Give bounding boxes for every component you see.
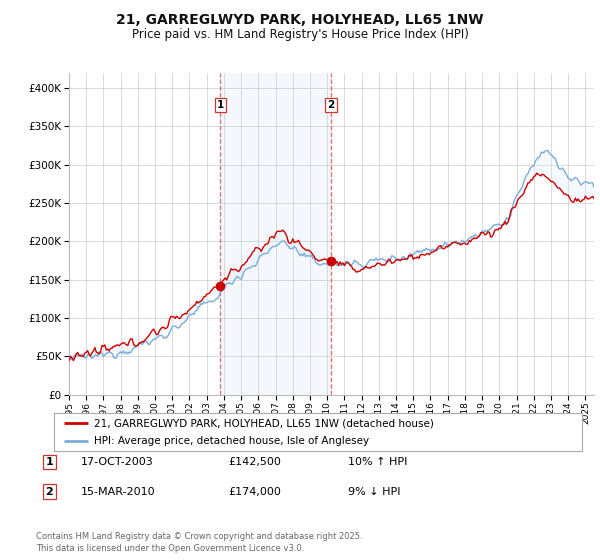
Text: £174,000: £174,000 (228, 487, 281, 497)
Text: 1: 1 (46, 457, 53, 467)
Text: Contains HM Land Registry data © Crown copyright and database right 2025.
This d: Contains HM Land Registry data © Crown c… (36, 533, 362, 553)
Text: 15-MAR-2010: 15-MAR-2010 (81, 487, 155, 497)
Text: 2: 2 (46, 487, 53, 497)
Text: 9% ↓ HPI: 9% ↓ HPI (348, 487, 401, 497)
Text: HPI: Average price, detached house, Isle of Anglesey: HPI: Average price, detached house, Isle… (94, 436, 369, 446)
Text: £142,500: £142,500 (228, 457, 281, 467)
Text: 10% ↑ HPI: 10% ↑ HPI (348, 457, 407, 467)
Bar (220, 73, 331, 395)
Text: 21, GARREGLWYD PARK, HOLYHEAD, LL65 1NW (detached house): 21, GARREGLWYD PARK, HOLYHEAD, LL65 1NW … (94, 418, 433, 428)
Text: 21, GARREGLWYD PARK, HOLYHEAD, LL65 1NW: 21, GARREGLWYD PARK, HOLYHEAD, LL65 1NW (116, 13, 484, 27)
Text: 1: 1 (217, 100, 224, 110)
Text: 2: 2 (327, 100, 334, 110)
Text: 17-OCT-2003: 17-OCT-2003 (81, 457, 154, 467)
Text: Price paid vs. HM Land Registry's House Price Index (HPI): Price paid vs. HM Land Registry's House … (131, 28, 469, 41)
